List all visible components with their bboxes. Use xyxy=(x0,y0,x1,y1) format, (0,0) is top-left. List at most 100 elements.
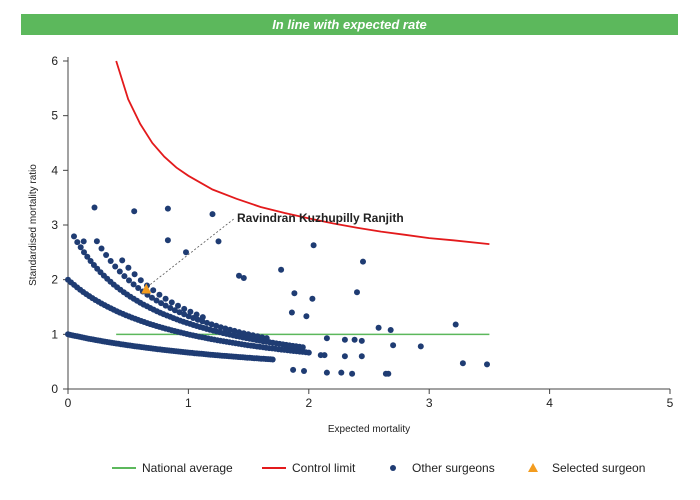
surgeon-point xyxy=(341,353,348,360)
legend-swatch-other-surgeons xyxy=(390,465,396,471)
surgeon-point xyxy=(452,321,459,328)
status-banner: In line with expected rate xyxy=(21,14,678,35)
surgeon-point xyxy=(263,335,270,342)
surgeon-point xyxy=(323,369,330,376)
surgeon-point xyxy=(303,313,310,320)
surgeon-point xyxy=(301,368,307,374)
surgeon-point xyxy=(156,291,163,298)
surgeon-point xyxy=(137,277,144,284)
legend-label-national-average: National average xyxy=(142,461,233,475)
legend-label-other-surgeons: Other surgeons xyxy=(412,461,495,475)
surgeon-point xyxy=(181,311,188,318)
surgeon-point xyxy=(459,360,466,367)
surgeon-point xyxy=(74,239,81,246)
surgeon-point xyxy=(249,332,256,339)
surgeon-point xyxy=(208,321,215,328)
surgeon-point xyxy=(162,302,169,309)
surgeon-point xyxy=(98,245,105,252)
surgeon-point xyxy=(150,287,157,294)
x-tick-label: 5 xyxy=(667,396,674,410)
surgeon-point xyxy=(240,330,247,337)
y-tick-label: 2 xyxy=(51,273,58,287)
surgeon-point xyxy=(130,281,137,288)
surgeon-point xyxy=(183,249,189,256)
surgeon-point xyxy=(187,308,194,315)
surgeon-point xyxy=(71,233,77,240)
surgeon-point xyxy=(338,369,345,376)
legend-label-control-limit: Control limit xyxy=(292,461,356,475)
x-tick-label: 1 xyxy=(185,396,192,410)
other-surgeons-points xyxy=(65,204,490,377)
surgeon-point xyxy=(176,309,183,316)
x-tick-label: 4 xyxy=(546,396,553,410)
surgeon-point xyxy=(288,309,295,316)
x-axis-label: Expected mortality xyxy=(328,424,410,435)
y-axis-label: Standardised mortality ratio xyxy=(28,164,39,286)
y-tick-label: 5 xyxy=(51,109,58,123)
surgeon-point xyxy=(135,285,142,291)
surgeon-point xyxy=(131,208,138,215)
surgeon-point xyxy=(484,361,490,368)
surgeon-point xyxy=(164,205,171,212)
surgeon-point xyxy=(103,252,110,258)
surgeon-point xyxy=(387,327,394,333)
annotation-leader xyxy=(150,217,236,285)
surgeon-point xyxy=(164,237,171,244)
surgeon-point xyxy=(199,314,206,321)
surgeon-point xyxy=(217,324,224,331)
surgeon-point xyxy=(84,253,91,260)
surgeon-point xyxy=(358,337,365,344)
x-tick-label: 0 xyxy=(65,396,72,410)
selected-surgeon-group: Ravindran Kuzhupilly Ranjith xyxy=(141,211,404,294)
surgeon-point xyxy=(91,204,98,211)
surgeon-point xyxy=(215,238,222,245)
surgeon-point xyxy=(236,329,243,336)
surgeon-point xyxy=(168,299,175,306)
surgeon-point xyxy=(93,238,100,245)
surgeon-point xyxy=(112,263,119,270)
surgeon-point xyxy=(291,290,298,297)
surgeon-point xyxy=(321,352,328,359)
surgeon-point xyxy=(390,342,397,349)
surgeon-point xyxy=(417,343,424,350)
legend-swatch-selected-surgeon xyxy=(528,463,538,472)
surgeon-point xyxy=(236,272,242,279)
surgeon-point xyxy=(231,327,238,334)
surgeon-point xyxy=(354,289,360,296)
surgeon-point xyxy=(125,264,132,271)
surgeon-point xyxy=(245,331,252,338)
y-tick-label: 3 xyxy=(51,218,58,232)
surgeon-point xyxy=(349,370,356,377)
surgeon-point xyxy=(323,335,330,342)
control-limit-curve xyxy=(115,60,490,245)
x-tick-label: 3 xyxy=(426,396,433,410)
x-tick-label: 2 xyxy=(305,396,312,410)
surgeon-point xyxy=(204,319,210,326)
selected-surgeon-point xyxy=(141,283,152,294)
surgeon-point xyxy=(131,271,138,278)
surgeon-point xyxy=(227,326,233,333)
selected-surgeon-label: Ravindran Kuzhupilly Ranjith xyxy=(237,211,404,225)
surgeon-point xyxy=(222,325,229,332)
surgeon-point xyxy=(116,268,123,275)
surgeon-point xyxy=(213,322,220,329)
surgeon-point xyxy=(259,334,266,341)
legend: National average Control limit Other surge… xyxy=(112,461,645,475)
surgeon-point xyxy=(162,295,169,302)
surgeon-point xyxy=(360,258,366,265)
surgeon-point xyxy=(119,257,126,264)
surgeon-point xyxy=(309,295,316,302)
surgeon-point xyxy=(341,336,348,343)
surgeon-point xyxy=(199,318,206,325)
surgeon-point xyxy=(240,275,247,281)
legend-label-selected-surgeon: Selected surgeon xyxy=(552,461,645,475)
surgeon-point xyxy=(299,344,306,351)
surgeon-point xyxy=(278,266,285,273)
surgeon-point xyxy=(167,305,174,311)
surgeon-point xyxy=(290,366,297,373)
control-limit-mark xyxy=(115,60,490,245)
surgeon-point xyxy=(351,336,358,343)
y-tick-label: 0 xyxy=(51,382,58,396)
surgeon-point xyxy=(310,242,317,249)
y-tick-label: 6 xyxy=(51,54,58,68)
